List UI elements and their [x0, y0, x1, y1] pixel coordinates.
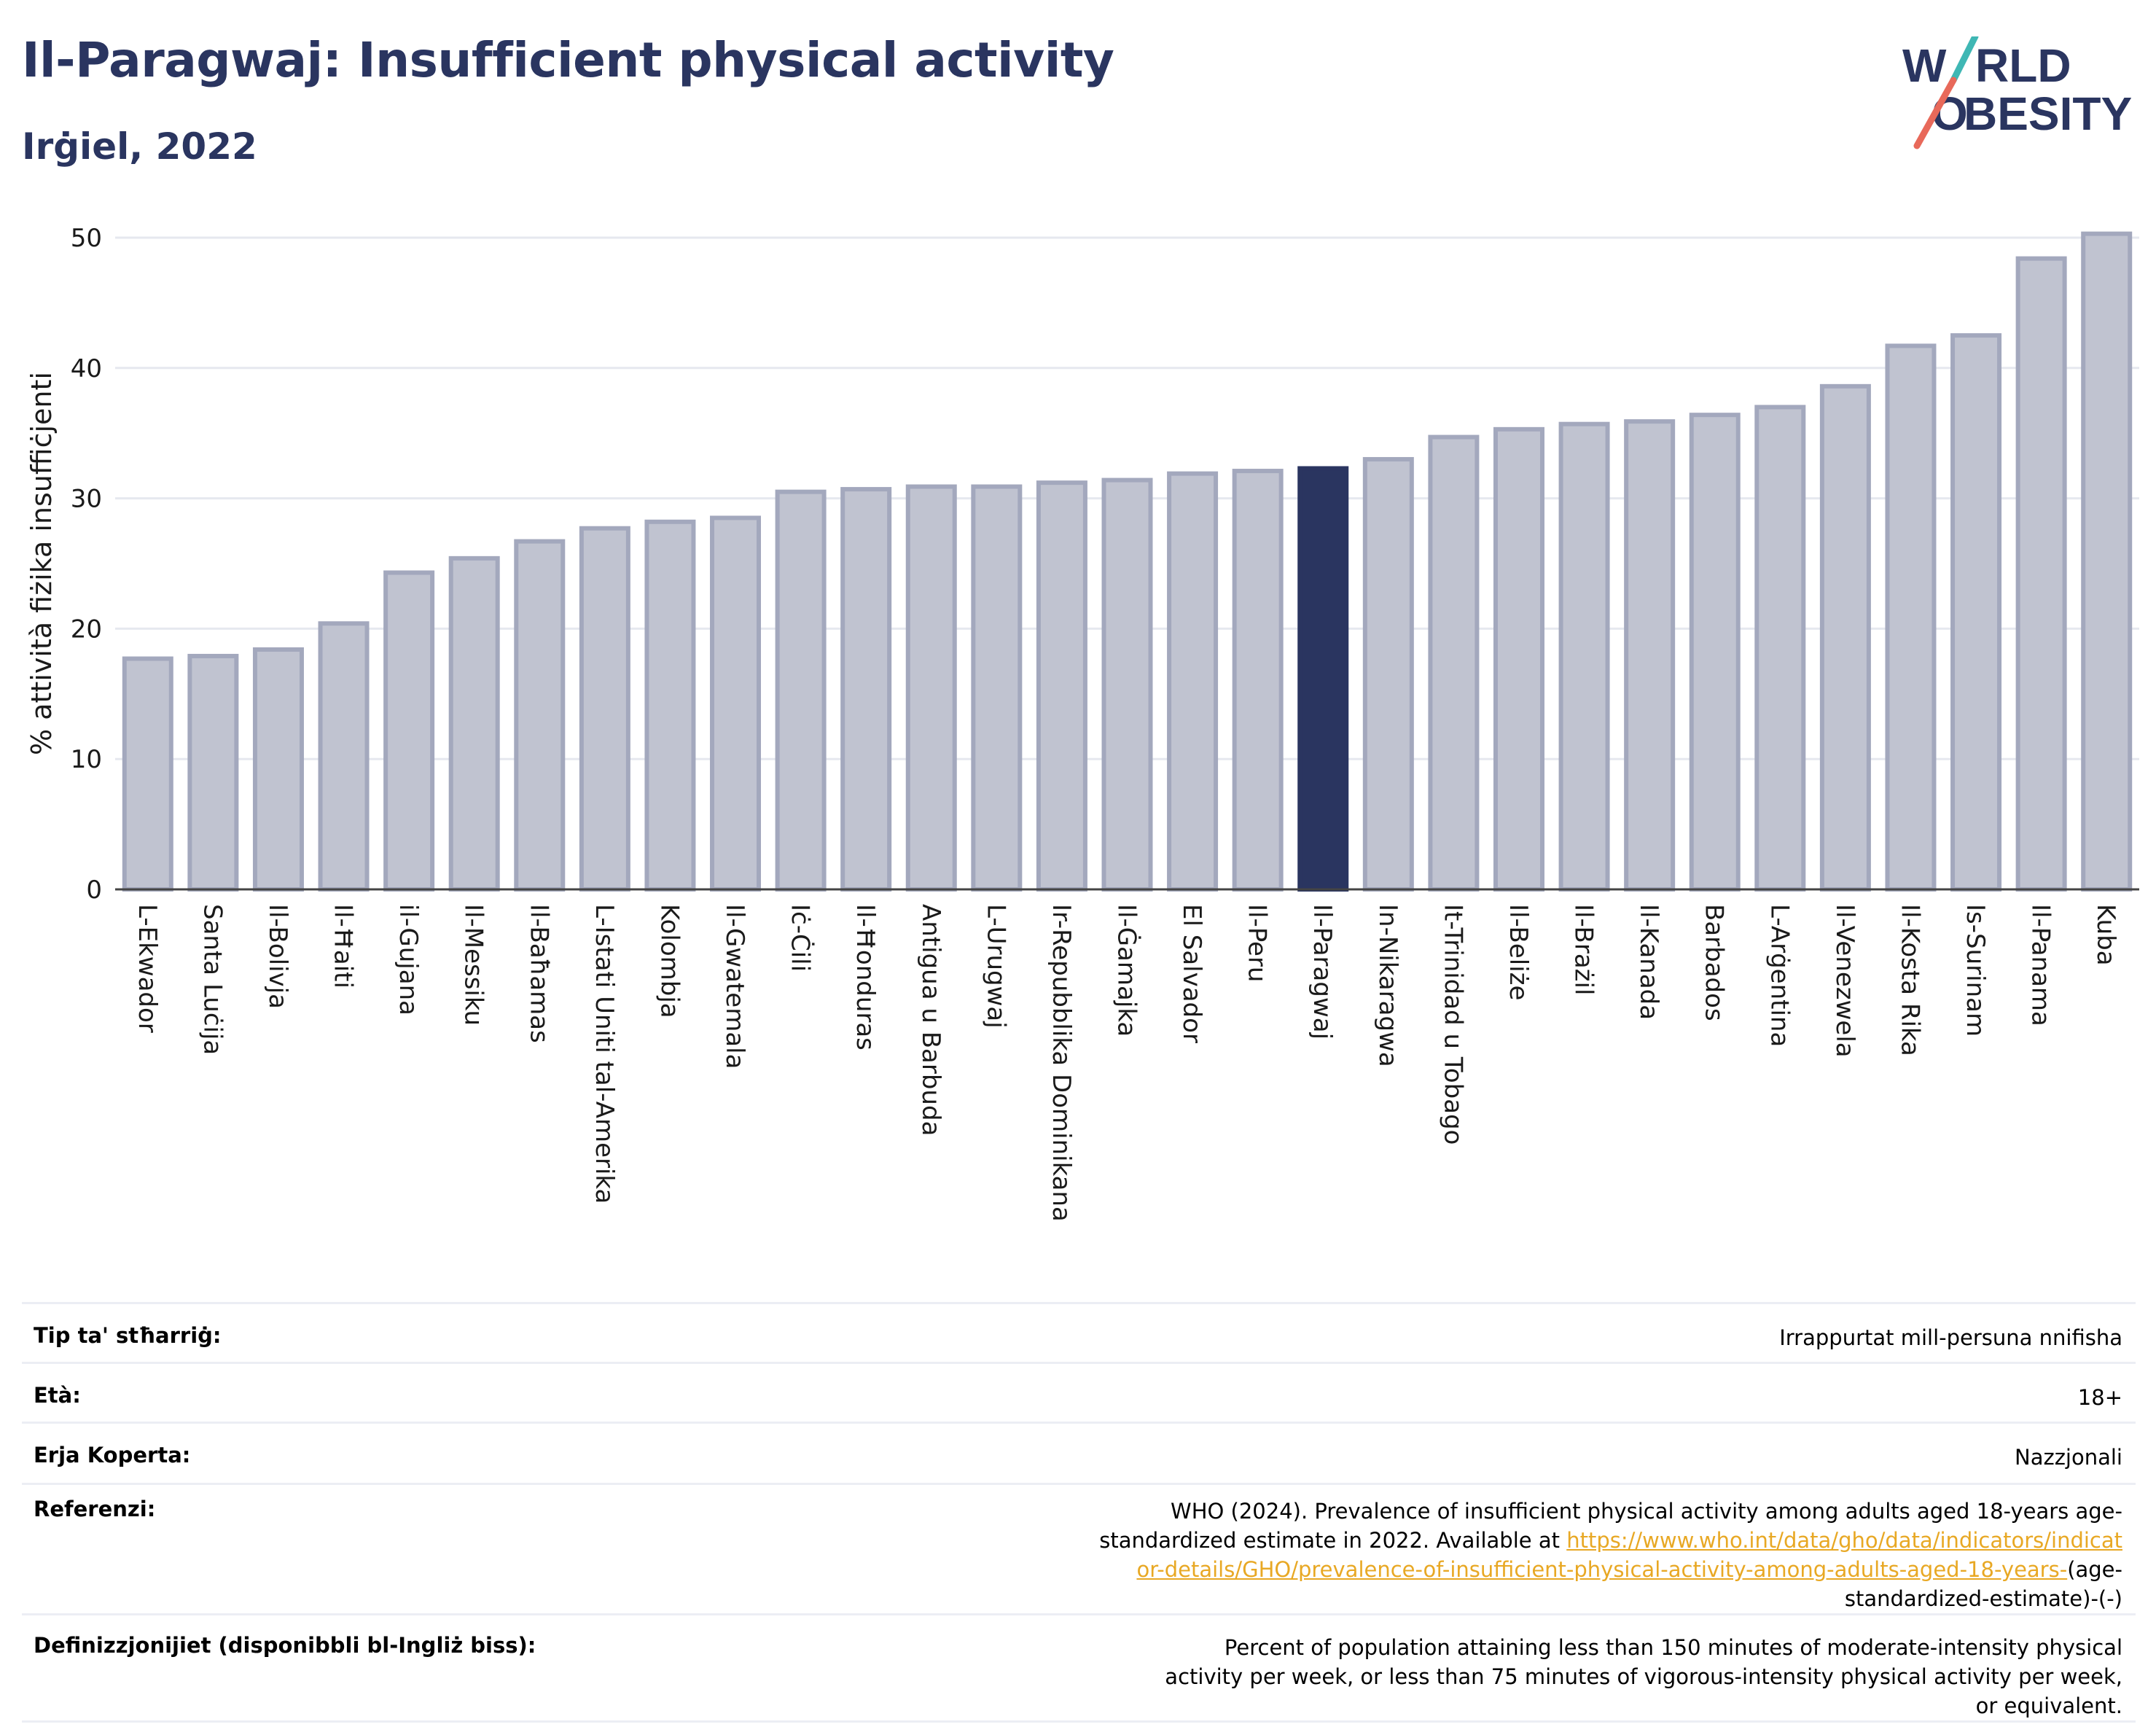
bar — [1885, 343, 1937, 892]
info-value: Irrappurtat mill-persuna nnifisha — [536, 1302, 2136, 1363]
x-tick-label: Il-Beliże — [1504, 904, 1533, 1000]
x-tick-label: Il-Panama — [2026, 904, 2055, 1026]
bar — [1297, 466, 1349, 892]
logo-slash-top — [1950, 36, 1979, 84]
x-tick-label: Santa Luċija — [198, 904, 227, 1055]
x-tick-label: Il-Paragwaj — [1308, 904, 1337, 1040]
bar — [1819, 383, 1871, 892]
bar — [2081, 231, 2133, 892]
reference-link[interactable]: https://www.who.int/data/gho/data/indica… — [1136, 1528, 2122, 1582]
x-tick-label: Il-Kanada — [1634, 904, 1663, 1020]
bar — [1754, 405, 1806, 892]
x-tick-label: Il-Ħaiti — [329, 904, 358, 989]
x-tick-label: Il-Ħonduras — [851, 904, 880, 1050]
bar — [1362, 456, 1414, 892]
x-tick-label: Il-Baħamas — [524, 904, 553, 1043]
x-tick-label: Il-Ġamajka — [1112, 904, 1142, 1037]
info-label: Tip ta' stħarriġ: — [22, 1302, 536, 1363]
bar — [1558, 421, 1610, 892]
y-axis-label: % attività fiżika insuffiċjenti — [26, 372, 58, 755]
bar — [710, 515, 762, 892]
info-row-definitions: Definizzjonijiet (disponibbli bl-Ingliż … — [22, 1613, 2136, 1723]
x-tick-label: Il-Peru — [1243, 904, 1272, 982]
bar — [971, 484, 1023, 892]
x-tick-label: Il-Bolivja — [263, 904, 292, 1009]
info-label: Età: — [22, 1362, 536, 1423]
y-tick-label: 30 — [71, 485, 102, 514]
info-value: Percent of population attaining less tha… — [536, 1613, 2136, 1723]
logo-line1-rld: RLD — [1975, 39, 2071, 92]
y-tick-label: 0 — [86, 876, 102, 905]
x-tick-label: Kolombja — [655, 904, 684, 1018]
bar — [840, 487, 892, 892]
world-obesity-logo: W RLD O BESITY — [1902, 36, 2132, 149]
bar — [775, 489, 827, 892]
logo-line2-besity: BESITY — [1964, 87, 2132, 140]
bar — [644, 519, 696, 892]
bar — [1950, 333, 2002, 892]
info-row-survey-type: Tip ta' stħarriġ: Irrappurtat mill-persu… — [22, 1302, 2136, 1363]
info-value: Nazzjonali — [536, 1422, 2136, 1484]
x-tick-label: L-Istati Uniti tal-Amerika — [590, 904, 619, 1204]
y-tick-label: 50 — [71, 224, 102, 253]
x-tick-label: It-Trinidad u Tobago — [1438, 904, 1467, 1145]
info-label: Referenzi: — [22, 1483, 536, 1615]
bar — [318, 621, 370, 892]
bar — [1493, 426, 1544, 892]
x-tick-label: L-Urugwaj — [981, 904, 1010, 1029]
x-tick-label: Iċ-Ċili — [786, 904, 816, 972]
bar — [1428, 434, 1480, 892]
info-value: 18+ — [536, 1362, 2136, 1423]
info-row-area: Erja Koperta: Nazzjonali — [22, 1422, 2136, 1484]
x-tick-label: L-Arġentina — [1765, 904, 1794, 1047]
x-tick-label: Kuba — [2091, 904, 2120, 966]
page-title: Il-Paragwaj: Insufficient physical activ… — [22, 32, 1114, 88]
logo-slash-bottom — [1913, 77, 1957, 149]
page-subtitle: Irġiel, 2022 — [22, 125, 257, 168]
x-tick-label: Barbados — [1700, 904, 1729, 1021]
info-row-age: Età: 18+ — [22, 1362, 2136, 1423]
logo-line1-w: W — [1902, 39, 1947, 92]
y-tick-label: 10 — [71, 745, 102, 774]
bar — [252, 647, 304, 892]
bar — [1689, 413, 1741, 892]
bar — [579, 526, 630, 892]
x-tick-label: In-Nikaragwa — [1373, 904, 1402, 1067]
reference-tail: (age-standardized-estimate)-(-) — [1844, 1557, 2122, 1611]
bar — [1167, 471, 1219, 892]
y-tick-label: 40 — [71, 354, 102, 383]
x-tick-label: Ir-Repubblika Dominikana — [1047, 904, 1076, 1222]
x-tick-label: il-Gujana — [394, 904, 423, 1015]
info-row-references: Referenzi: WHO (2024). Prevalence of ins… — [22, 1483, 2136, 1615]
info-value: WHO (2024). Prevalence of insufficient p… — [536, 1483, 2136, 1615]
bar — [2015, 256, 2067, 892]
info-label: Erja Koperta: — [22, 1422, 536, 1484]
bar — [1624, 419, 1676, 892]
x-tick-label: Il-Gwatemala — [720, 904, 749, 1069]
y-tick-label: 20 — [71, 615, 102, 644]
x-tick-label: Il-Messiku — [459, 904, 488, 1026]
bar — [1101, 477, 1153, 892]
reference-text: WHO (2024). Prevalence of insufficient p… — [1099, 1499, 2122, 1553]
x-tick-label: L-Ekwador — [133, 904, 162, 1033]
bar-chart: 0 10 20 30 40 50 % attività fiżika insuffiċjen… — [26, 224, 2139, 1222]
bar — [514, 539, 566, 892]
bar — [122, 656, 173, 892]
x-tick-label: El Salvador — [1177, 904, 1206, 1043]
x-tick-label: Antigua u Barbuda — [916, 904, 945, 1136]
bar — [905, 484, 957, 892]
bar — [448, 555, 500, 892]
bar — [383, 570, 435, 892]
bar — [1036, 480, 1087, 892]
info-label: Definizzjonijiet (disponibbli bl-Ingliż … — [22, 1613, 536, 1723]
x-tick-label: Is-Surinam — [1961, 904, 1990, 1037]
x-tick-label: Il-Brażil — [1569, 904, 1598, 995]
info-table: Tip ta' stħarriġ: Irrappurtat mill-persu… — [22, 1302, 2136, 1723]
bar — [1232, 469, 1284, 892]
bar — [187, 653, 239, 892]
x-tick-label: Il-Venezwela — [1830, 904, 1859, 1058]
x-tick-label: Il-Kosta Rika — [1895, 904, 1924, 1056]
